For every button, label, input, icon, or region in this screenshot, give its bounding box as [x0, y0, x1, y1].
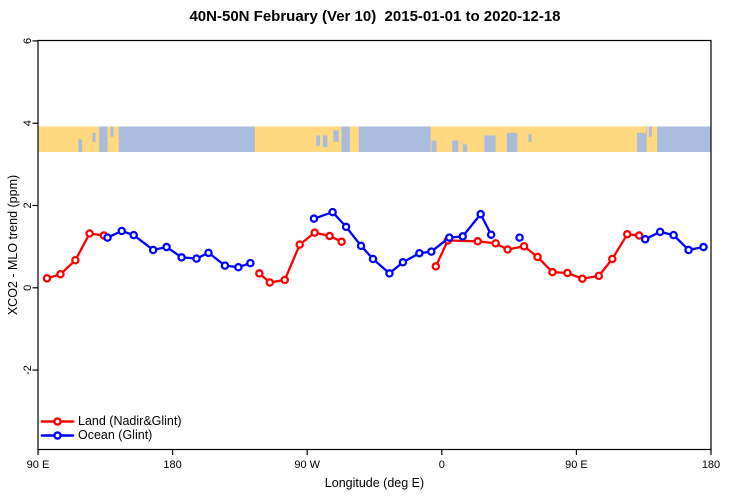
- map-band-water-patch: [322, 135, 328, 147]
- y-tick-label: 4: [22, 120, 34, 126]
- map-band-water-patch: [431, 140, 437, 153]
- ocean-series-point: [309, 214, 319, 223]
- ocean-series-point: [117, 226, 127, 236]
- land-series-point: [265, 278, 275, 287]
- map-band-water-patch: [506, 132, 518, 153]
- land-series-point: [473, 237, 482, 246]
- ocean-series-point: [204, 248, 213, 258]
- ocean-series-point: [655, 227, 665, 237]
- map-band-land-segment: [254, 126, 342, 153]
- plot-box: [37, 39, 712, 451]
- map-band-water-patch: [92, 132, 96, 142]
- land-series-point: [491, 239, 500, 248]
- ocean-series-point: [640, 234, 650, 244]
- ocean-series-point: [476, 209, 485, 219]
- land-series-point: [325, 231, 334, 241]
- ocean-series-point: [398, 258, 408, 267]
- map-band-water-patch: [462, 144, 468, 153]
- ocean-series-point: [129, 230, 138, 240]
- land-series-point: [578, 274, 587, 283]
- map-band-water-patch: [78, 139, 83, 153]
- land-series-point: [622, 230, 632, 239]
- ocean-series-point: [162, 242, 171, 252]
- map-band-water-patch: [648, 126, 652, 137]
- ocean-series-point: [515, 233, 524, 242]
- y-axis-label: XCO2 - MLO trend (ppm): [6, 174, 20, 316]
- map-band-water-patch: [452, 140, 459, 153]
- legend-label-ocean: Ocean (Glint): [78, 428, 153, 442]
- map-band-land-segment: [646, 126, 658, 153]
- map-band-land-segment: [38, 126, 100, 153]
- ocean-series-point: [341, 222, 351, 232]
- ocean-series-point: [356, 241, 366, 251]
- land-series-point: [519, 241, 529, 251]
- map-band-land-segment: [349, 126, 359, 153]
- x-tick-label: 90 W: [294, 459, 320, 471]
- chart-title: 40N-50N February (Ver 10) 2015-01-01 to …: [189, 8, 561, 25]
- map-band-water-patch: [528, 134, 532, 142]
- ocean-series-point: [445, 233, 454, 242]
- legend-sample-marker: [53, 431, 62, 440]
- land-series-point: [533, 252, 542, 262]
- ocean-series-point: [177, 253, 186, 262]
- land-series-point: [548, 267, 557, 277]
- ocean-series-point: [148, 245, 158, 255]
- y-tick-label: -2: [22, 365, 34, 375]
- land-series-point: [56, 269, 65, 279]
- legend-sample-marker: [53, 417, 62, 426]
- x-tick-label: 90 E: [27, 459, 50, 471]
- map-band-land-segment: [107, 126, 119, 153]
- land-series-point: [255, 269, 264, 278]
- ocean-series-line: [106, 229, 252, 269]
- land-series-point: [503, 245, 512, 254]
- ocean-series-point: [246, 258, 255, 268]
- ocean-series-point: [192, 254, 201, 263]
- x-tick-label: 180: [702, 459, 720, 471]
- x-tick-label: 90 E: [565, 459, 588, 471]
- ocean-series-point: [699, 242, 708, 252]
- ocean-series-point: [427, 247, 436, 256]
- land-series-point: [42, 274, 52, 283]
- land-series-point: [431, 262, 441, 271]
- map-band-water-patch: [484, 135, 496, 153]
- map-band-water-patch: [333, 130, 339, 142]
- map-band-water-patch: [636, 132, 646, 153]
- map-band-water-patch: [316, 135, 320, 146]
- map-band-water-patch: [110, 126, 114, 137]
- land-series-point: [634, 231, 644, 240]
- ocean-series-point: [684, 245, 693, 255]
- land-series-point: [85, 229, 94, 238]
- land-series-point: [594, 271, 604, 281]
- ocean-series-point: [220, 261, 230, 270]
- land-series-point: [71, 255, 80, 265]
- ocean-series-point: [415, 248, 424, 258]
- ocean-series-point: [458, 232, 467, 241]
- land-series-point: [280, 275, 290, 285]
- land-series-point: [563, 268, 572, 278]
- x-axis-label: Longitude (deg E): [324, 476, 425, 490]
- ocean-series-point: [328, 207, 337, 217]
- x-tick-label: 180: [163, 459, 181, 471]
- y-tick-label: 0: [22, 285, 34, 291]
- y-tick-label: 6: [22, 38, 34, 44]
- y-tick-label: 2: [22, 202, 34, 208]
- land-series-point: [310, 228, 319, 237]
- ocean-series-point: [669, 230, 678, 240]
- ocean-series-point: [385, 269, 394, 278]
- ocean-series-point: [234, 262, 243, 272]
- land-series-point: [608, 254, 617, 264]
- ocean-series-point: [486, 230, 496, 239]
- land-series-line: [45, 232, 105, 280]
- legend-label-land: Land (Nadir&Glint): [78, 414, 182, 428]
- land-series-point: [295, 240, 304, 249]
- x-tick-label: 0: [439, 459, 445, 471]
- ocean-series-point: [368, 254, 378, 264]
- ocean-series-point: [103, 233, 112, 242]
- land-series-point: [337, 237, 346, 246]
